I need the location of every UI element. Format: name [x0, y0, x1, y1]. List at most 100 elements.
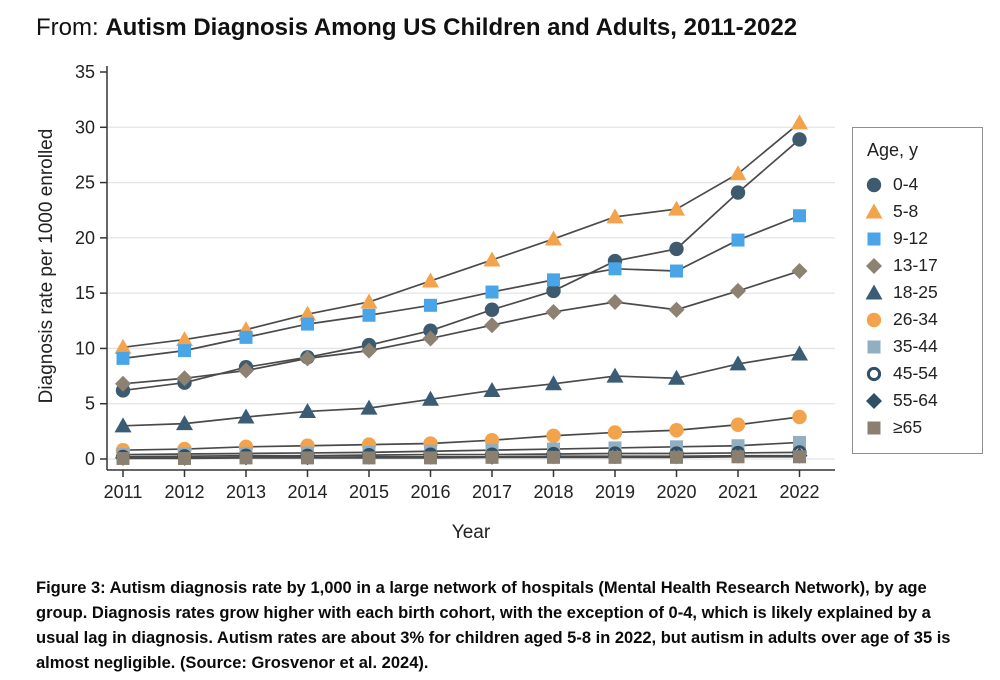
triangle-marker	[729, 355, 747, 371]
square-marker	[547, 450, 560, 464]
square-marker	[178, 344, 191, 358]
series-13-17	[115, 263, 808, 392]
legend-item-13-17: 13-17	[865, 252, 972, 279]
square-marker	[670, 264, 683, 278]
triangle-marker	[114, 338, 132, 354]
diamond-marker	[866, 257, 882, 274]
legend-label: 5-8	[893, 201, 919, 221]
square-marker	[793, 450, 806, 464]
x-tick-label: 2014	[287, 482, 327, 502]
circle-marker	[792, 409, 807, 425]
triangle-marker	[114, 417, 132, 433]
x-tick-label: 2011	[104, 482, 143, 502]
x-axis-label: Year	[452, 522, 491, 543]
square-marker	[362, 451, 376, 465]
x-tick-label: 2013	[226, 482, 266, 502]
circle-marker	[792, 132, 807, 147]
triangle-marker	[865, 203, 883, 218]
triangle-marker	[865, 284, 883, 299]
triangle-icon	[865, 203, 883, 218]
y-tick-label: 10	[75, 338, 95, 358]
square-marker	[239, 451, 253, 465]
square-marker	[867, 421, 881, 434]
y-tick-label: 35	[75, 62, 95, 82]
square-marker	[301, 317, 314, 331]
legend-label: 13-17	[893, 255, 938, 275]
circle-marker	[866, 177, 882, 192]
x-tick-label: 2021	[718, 482, 758, 502]
diamond-marker	[545, 303, 562, 320]
circle-marker	[607, 425, 623, 440]
series-line	[122, 441, 800, 456]
square-marker	[867, 232, 881, 245]
legend-item-35-44: 35-44	[865, 333, 972, 360]
circle-icon	[866, 177, 882, 192]
legend-item-55-64: 55-64	[865, 387, 972, 414]
y-tick-label: 15	[75, 283, 95, 303]
triangle-marker	[606, 208, 624, 224]
triangle-marker	[237, 408, 255, 424]
x-tick-label: 2012	[164, 482, 204, 502]
x-tick-label: 2018	[533, 482, 573, 502]
circle-icon	[866, 312, 882, 327]
series-18-25	[114, 345, 808, 433]
figure-caption: Figure 3: Autism diagnosis rate by 1,000…	[36, 579, 951, 672]
triangle-marker	[360, 293, 378, 309]
triangle-icon	[865, 284, 883, 299]
square-marker	[239, 330, 253, 344]
triangle-marker	[176, 415, 193, 431]
triangle-marker	[791, 114, 808, 130]
line-chart: 0 5 10 15 20 25 30 35 2011 2012 2013 2014 2015 2016 20…	[36, 62, 835, 543]
triangle-marker	[545, 230, 562, 246]
square-marker	[670, 450, 683, 464]
figure-title-text: Autism Diagnosis Among US Children and A…	[105, 14, 798, 41]
legend-item-0-4: 0-4	[865, 171, 972, 198]
series-line	[122, 416, 800, 452]
legend-item-45-54: 45-54	[865, 360, 972, 387]
square-marker	[547, 273, 560, 287]
diamond-marker	[607, 293, 623, 310]
legend-label: ≥65	[893, 417, 923, 437]
legend: Age, y 0-4 5-8 9-12 13-17 18-25 26-34 35-44 45-…	[852, 127, 983, 454]
diamond-marker	[866, 392, 882, 409]
square-marker	[608, 262, 622, 276]
square-icon	[867, 340, 881, 353]
square-marker	[116, 451, 130, 465]
series-line	[122, 353, 800, 427]
legend-rows: 0-4 5-8 9-12 13-17 18-25 26-34 35-44 45-54 55-64…	[865, 171, 972, 441]
legend-label: 35-44	[893, 336, 938, 356]
square-marker	[731, 233, 745, 247]
triangle-marker	[483, 381, 501, 397]
circle-marker	[484, 302, 500, 317]
triangle-marker	[299, 402, 316, 418]
series-9-12	[116, 209, 806, 365]
x-tick-label: 2020	[656, 482, 696, 502]
legend-item-9-12: 9-12	[865, 225, 972, 252]
open-circle-icon	[866, 366, 882, 381]
x-tick-label: 2019	[595, 482, 635, 502]
legend-label: 18-25	[893, 282, 938, 302]
triangle-marker	[422, 390, 439, 406]
square-marker	[362, 308, 376, 322]
legend-title: Age, y	[867, 140, 919, 160]
diamond-icon	[866, 392, 882, 409]
diamond-marker	[730, 282, 746, 299]
y-tick-label: 0	[85, 449, 95, 469]
y-tick-label: 5	[85, 394, 95, 414]
series-line	[122, 270, 800, 385]
x-tick-label: 2017	[472, 482, 512, 502]
x-tick-label: 2015	[349, 482, 389, 502]
diamond-marker	[115, 375, 131, 392]
circle-marker	[730, 185, 746, 200]
triangle-marker	[176, 331, 193, 347]
square-marker	[608, 450, 622, 464]
square-marker	[424, 298, 437, 312]
legend-label: 45-54	[893, 363, 938, 383]
triangle-marker	[360, 399, 378, 415]
circle-marker	[730, 417, 746, 432]
circle-marker	[546, 283, 561, 299]
square-icon	[867, 421, 881, 434]
x-tick-label: 2016	[410, 482, 450, 502]
square-marker	[485, 450, 499, 464]
